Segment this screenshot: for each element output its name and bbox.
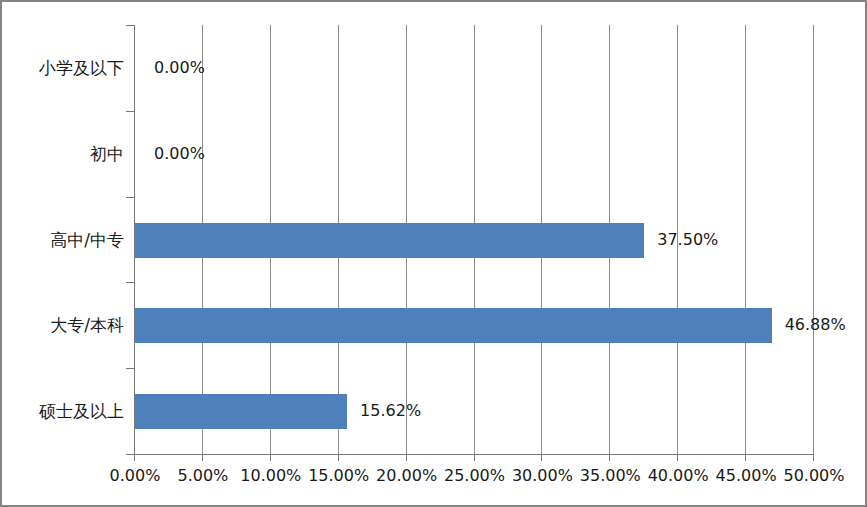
bar [135, 223, 644, 258]
x-axis-tick [745, 454, 746, 461]
category-tick [126, 282, 134, 283]
bar-value-label: 15.62% [360, 401, 421, 421]
category-tick [126, 25, 134, 26]
category-label: 硕士及以上 [2, 400, 124, 422]
bar-value-label: 46.88% [785, 315, 846, 335]
x-axis-tick [541, 454, 542, 461]
bar-value-label: 0.00% [154, 144, 205, 164]
x-tick-label: 40.00% [642, 466, 714, 486]
x-tick-label: 20.00% [371, 466, 443, 486]
bar-value-label: 0.00% [154, 58, 205, 78]
gridline [813, 25, 814, 454]
category-label: 大专/本科 [2, 314, 124, 336]
x-tick-label: 5.00% [167, 466, 239, 486]
bar [135, 308, 772, 343]
category-label: 高中/中专 [2, 229, 124, 251]
x-axis-tick [134, 454, 135, 461]
bar-value-label: 37.50% [657, 230, 718, 250]
gridline [745, 25, 746, 454]
x-tick-label: 25.00% [439, 466, 511, 486]
category-tick [126, 111, 134, 112]
x-tick-label: 35.00% [574, 466, 646, 486]
bar-chart-frame: 0.00%5.00%10.00%15.00%20.00%25.00%30.00%… [0, 0, 867, 507]
x-axis-tick [677, 454, 678, 461]
category-tick [126, 368, 134, 369]
x-axis-tick [406, 454, 407, 461]
category-label: 小学及以下 [2, 57, 124, 79]
x-axis-tick [609, 454, 610, 461]
x-tick-label: 10.00% [235, 466, 307, 486]
category-tick [126, 197, 134, 198]
x-tick-label: 15.00% [303, 466, 375, 486]
x-axis-line [134, 454, 814, 455]
category-tick [126, 454, 134, 455]
x-axis-tick [270, 454, 271, 461]
bar [135, 394, 347, 429]
x-tick-label: 0.00% [99, 466, 171, 486]
x-axis-tick [338, 454, 339, 461]
x-axis-tick [202, 454, 203, 461]
x-tick-label: 45.00% [710, 466, 782, 486]
x-axis-tick [813, 454, 814, 461]
category-label: 初中 [2, 143, 124, 165]
x-tick-label: 50.00% [778, 466, 850, 486]
x-tick-label: 30.00% [506, 466, 578, 486]
x-axis-tick [474, 454, 475, 461]
